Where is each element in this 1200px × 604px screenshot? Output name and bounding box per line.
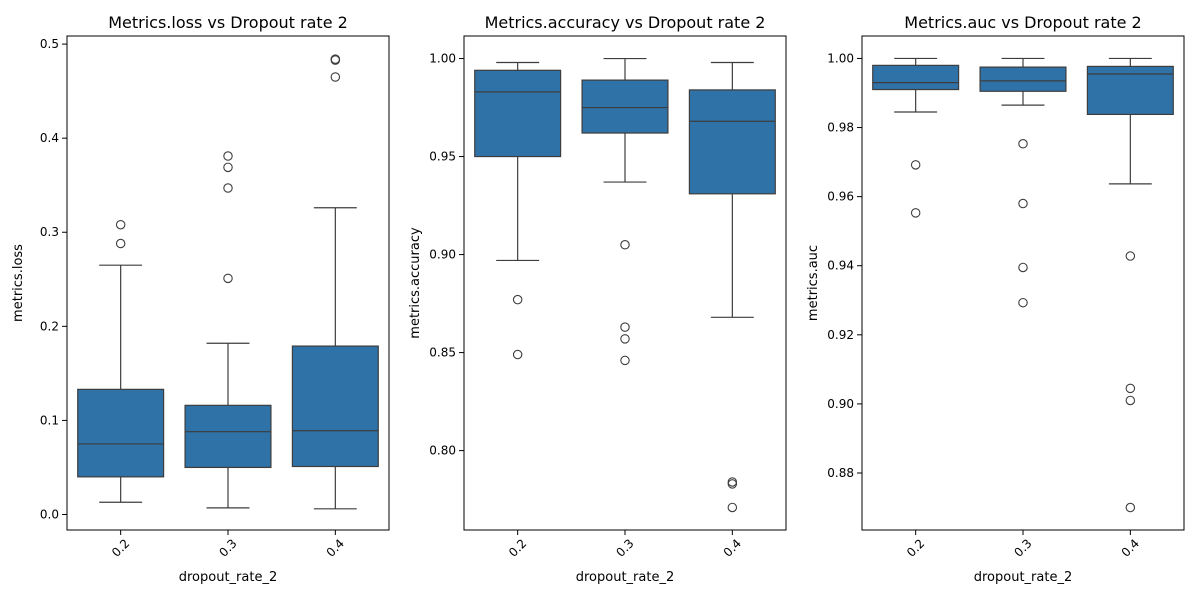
- outlier-point: [620, 240, 630, 250]
- outlier-point: [223, 162, 233, 173]
- iqr-box: [184, 404, 272, 469]
- outlier-point: [512, 349, 523, 360]
- y-tick-label: 0.80: [429, 444, 456, 458]
- y-axis-label: metrics.accuracy: [408, 227, 423, 339]
- outlier-point: [727, 477, 738, 487]
- x-tick-label: 0.3: [216, 536, 239, 559]
- outlier-point: [512, 294, 523, 305]
- y-tick-label: 0.96: [827, 190, 854, 204]
- y-axis-label: metrics.auc: [806, 245, 821, 321]
- outlier-point: [727, 502, 738, 513]
- y-tick-label: 0.98: [827, 121, 854, 135]
- x-tick-label: 0.3: [1011, 536, 1034, 559]
- y-tick-label: 0.90: [429, 248, 456, 262]
- y-tick-label: 0.4: [40, 131, 59, 145]
- outlier-point: [620, 334, 630, 344]
- y-tick-label: 0.94: [827, 259, 854, 273]
- y-tick-label: 0.2: [40, 319, 59, 333]
- iqr-box: [291, 345, 379, 468]
- outlier-point: [223, 183, 233, 193]
- x-axis-label: dropout_rate_2: [179, 570, 277, 585]
- x-tick-label: 0.2: [109, 536, 132, 559]
- y-tick-label: 0.0: [40, 507, 59, 521]
- y-tick-label: 0.90: [827, 397, 854, 411]
- box-0.2: [872, 57, 960, 218]
- outlier-point: [1125, 251, 1136, 261]
- chart-panel-3: Metrics.auc vs Dropout rate 2 0.88 0.90 0.9…: [806, 13, 1185, 585]
- outlier-point: [115, 238, 126, 249]
- iqr-box: [979, 66, 1067, 92]
- outlier-point: [223, 151, 233, 161]
- outlier-point: [1018, 262, 1028, 273]
- x-tick-label: 0.2: [904, 536, 927, 559]
- iqr-box: [581, 79, 669, 134]
- box-0.4: [291, 54, 379, 510]
- x-tick-label: 0.4: [721, 536, 744, 559]
- outlier-point: [1018, 297, 1028, 308]
- y-axis-label: metrics.loss: [11, 244, 26, 322]
- outlier-point: [1125, 502, 1136, 513]
- outlier-point: [330, 72, 341, 82]
- x-tick-label: 0.4: [324, 536, 347, 559]
- axes-frame: [861, 35, 1185, 531]
- chart-panel-2: Metrics.accuracy vs Dropout rate 2 0.80 0.…: [408, 13, 787, 585]
- outlier-point: [910, 160, 921, 170]
- chart-title: Metrics.accuracy vs Dropout rate 2: [485, 13, 766, 32]
- outlier-point: [910, 208, 921, 218]
- y-tick-label: 0.95: [429, 150, 456, 164]
- outlier-point: [620, 355, 630, 366]
- iqr-box: [77, 388, 165, 478]
- y-tick-label: 0.3: [40, 225, 59, 239]
- y-tick-label: 0.5: [40, 37, 59, 51]
- outlier-point: [727, 479, 738, 489]
- outlier-point: [115, 219, 126, 230]
- y-tick-label: 0.85: [429, 346, 456, 360]
- box-0.4: [1086, 57, 1174, 513]
- x-axis-label: dropout_rate_2: [974, 570, 1072, 585]
- outlier-point: [620, 322, 630, 332]
- x-axis-label: dropout_rate_2: [576, 570, 674, 585]
- x-tick-label: 0.2: [506, 536, 529, 559]
- axes-frame: [463, 35, 787, 531]
- iqr-box: [872, 64, 960, 91]
- y-tick-label: 0.1: [40, 413, 59, 427]
- iqr-box: [474, 69, 562, 158]
- outlier-point: [1125, 383, 1136, 394]
- y-tick-label: 1.00: [429, 52, 456, 66]
- axes-frame: [66, 35, 390, 531]
- y-tick-label: 1.00: [827, 51, 854, 65]
- box-0.3: [184, 151, 272, 509]
- chart-title: Metrics.auc vs Dropout rate 2: [904, 13, 1141, 32]
- outlier-point: [1018, 198, 1028, 209]
- box-0.4: [688, 61, 776, 513]
- chart-title: Metrics.loss vs Dropout rate 2: [108, 13, 348, 32]
- box-0.2: [77, 219, 165, 503]
- y-tick-label: 0.88: [827, 466, 854, 480]
- outlier-point: [1018, 139, 1028, 149]
- chart-panel-1: Metrics.loss vs Dropout rate 2 0.0 0.1 0.2 0…: [11, 13, 390, 585]
- outlier-point: [223, 273, 233, 284]
- box-0.3: [979, 57, 1067, 308]
- x-tick-label: 0.3: [613, 536, 636, 559]
- box-0.3: [581, 57, 669, 366]
- outlier-point: [1125, 395, 1136, 406]
- box-0.2: [474, 61, 562, 360]
- iqr-box: [688, 89, 776, 195]
- y-tick-label: 0.92: [827, 328, 854, 342]
- x-tick-label: 0.4: [1119, 536, 1142, 559]
- outlier-point: [330, 54, 341, 64]
